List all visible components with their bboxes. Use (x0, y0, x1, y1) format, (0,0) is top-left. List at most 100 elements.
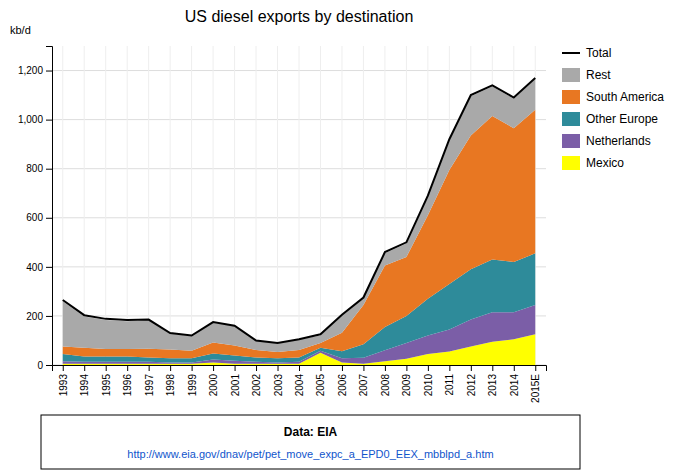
x-tick-label: 2015E (530, 374, 541, 403)
area (63, 79, 536, 352)
x-tick-mark (149, 365, 150, 371)
x-tick: 2014 (509, 365, 520, 396)
x-tick-label: 2011 (444, 374, 455, 396)
x-tick: 2000 (208, 365, 219, 396)
x-tick-label: 2009 (401, 374, 412, 397)
x-tick-mark (235, 365, 236, 371)
x-tick-mark (342, 365, 343, 371)
line (63, 78, 536, 343)
legend-item: Other Europe (562, 112, 658, 126)
grid-line-x (127, 46, 128, 365)
legend: TotalRestSouth AmericaOther EuropeNether… (562, 46, 664, 170)
x-tick-mark (84, 365, 85, 371)
legend-label: South America (586, 90, 664, 104)
x-tick: 2013 (487, 365, 498, 396)
x-tick-label: 2000 (208, 374, 219, 397)
x-tick-mark (213, 365, 214, 371)
legend-swatch (562, 112, 580, 126)
legend-label: Total (586, 46, 611, 60)
y-axis-title: kb/d (10, 24, 31, 36)
y-tick-label: 0 (37, 360, 43, 371)
x-tick-label: 1998 (165, 374, 176, 397)
y-tick-mark (46, 169, 52, 170)
legend-swatch (562, 156, 580, 170)
x-tick: 1999 (187, 365, 198, 396)
y-tick-mark (46, 267, 52, 268)
grid-line-x (191, 46, 192, 365)
x-tick-mark (299, 365, 300, 371)
grid-line-x (320, 46, 321, 365)
grid-line-x (105, 46, 106, 365)
x-tick-mark (63, 365, 64, 371)
legend-item: Netherlands (562, 134, 651, 148)
y-tick: 1,200 (18, 65, 52, 76)
x-tick-mark (106, 365, 107, 371)
legend-swatch (562, 68, 580, 82)
y-tick-mark (46, 218, 52, 219)
x-tick-label: 2004 (294, 374, 305, 397)
y-axis: 0 200 400 600 800 1,000 1,200 (18, 47, 53, 371)
x-tick: 1998 (165, 365, 176, 396)
x-tick: 2009 (401, 365, 412, 396)
x-tick-label: 2003 (273, 374, 284, 397)
source-frame (41, 415, 580, 469)
y-tick: 200 (26, 311, 52, 322)
x-tick-label: 2013 (487, 374, 498, 397)
x-tick: 2004 (294, 365, 305, 396)
legend-item: Mexico (562, 156, 624, 170)
x-tick-mark (471, 365, 472, 371)
x-tick-label: 2007 (358, 374, 369, 397)
source-box: Data: EIAhttp://www.eia.gov/dnav/pet/pet… (41, 415, 580, 469)
x-tick-label: 1997 (144, 374, 155, 397)
x-tick-mark (192, 365, 193, 371)
x-tick-mark (406, 365, 407, 371)
legend-item: Total (562, 46, 611, 60)
x-tick: 2015E (530, 365, 541, 403)
x-tick-mark (492, 365, 493, 371)
y-tick: 800 (26, 163, 52, 174)
x-tick: 2005 (315, 365, 326, 396)
x-tick-mark (256, 365, 257, 371)
x-tick-label: 2010 (423, 374, 434, 397)
y-tick-label: 800 (26, 163, 43, 174)
x-tick: 1994 (79, 365, 90, 396)
y-tick: 0 (37, 360, 52, 371)
x-tick: 2012 (466, 365, 477, 396)
y-tick-label: 600 (26, 212, 43, 223)
legend-swatch (562, 90, 580, 104)
source-url: http://www.eia.gov/dnav/pet/pet_move_exp… (127, 448, 493, 460)
x-tick-label: 1993 (58, 374, 69, 397)
legend-label: Netherlands (586, 134, 651, 148)
grid-line-x (256, 46, 257, 365)
x-axis: 1993 1994 1995 1996 1997 1998 1999 2000 2001 2002… (53, 365, 547, 403)
y-tick-mark (46, 365, 52, 366)
chart: 1993199419951996199719981999200020012002… (0, 0, 691, 475)
marks (63, 78, 536, 365)
x-tick-mark (535, 365, 536, 371)
x-tick: 1996 (122, 365, 133, 396)
y-axis-line (46, 47, 53, 366)
grid-line-x (170, 46, 171, 365)
x-tick-mark (428, 365, 429, 371)
y-tick: 1,000 (18, 114, 52, 125)
x-tick: 2007 (358, 365, 369, 396)
y-tick-label: 400 (26, 262, 43, 273)
x-tick-label: 1999 (187, 374, 198, 397)
y-tick-label: 1,200 (18, 65, 43, 76)
y-tick: 600 (26, 212, 52, 223)
legend-label: Mexico (586, 156, 624, 170)
x-tick-label: 2006 (337, 374, 348, 397)
x-tick-mark (170, 365, 171, 371)
x-tick-label: 1995 (101, 374, 112, 397)
x-tick-label: 2012 (466, 374, 477, 397)
x-tick: 1993 (58, 365, 69, 396)
y-tick-mark (46, 316, 52, 317)
y-tick-mark (46, 71, 52, 72)
x-tick-label: 2002 (251, 374, 262, 397)
grid-line-x (148, 46, 149, 365)
legend-item: South America (562, 90, 664, 104)
x-tick-label: 2008 (380, 374, 391, 397)
x-tick-label: 2005 (315, 374, 326, 397)
x-tick: 2001 (230, 365, 241, 396)
grid-line-x (277, 46, 278, 365)
